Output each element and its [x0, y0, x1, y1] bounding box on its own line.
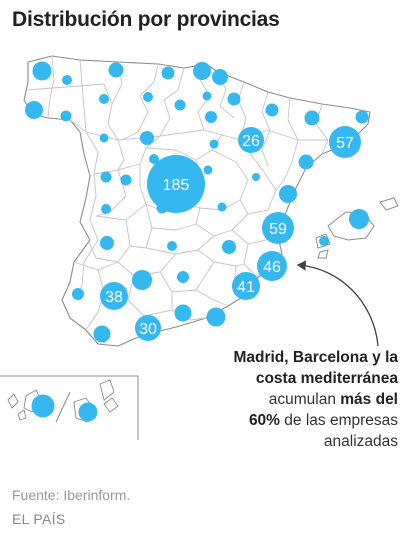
bubble-mallorca [349, 209, 369, 229]
bubble-la-rioja [205, 111, 217, 123]
bubble-lugo [62, 75, 72, 85]
bubble-cordoba [132, 270, 152, 290]
bubble-barcelona [329, 126, 361, 158]
province-bubbles-small [25, 61, 369, 422]
bubble-valencia [262, 212, 294, 244]
label-cadiz: 30 [139, 321, 157, 338]
label-sevilla: 38 [105, 289, 123, 306]
bubble-burgos [174, 99, 186, 111]
label-valencia: 59 [269, 221, 287, 238]
publisher-credit: EL PAÍS [12, 511, 66, 527]
bubble-soria [209, 139, 219, 149]
bubble-tenerife [78, 402, 98, 422]
bubble-valladolid [140, 131, 154, 145]
annotation-line-3-bold: más del [340, 391, 398, 408]
bubble-tarragona [298, 154, 314, 170]
bubble-avila [120, 174, 132, 186]
annotation-arrow [296, 260, 379, 347]
bubble-teruel [252, 173, 260, 181]
formentera-outline [317, 249, 329, 259]
menorca-outline [379, 197, 399, 211]
bubble-salamanca [100, 171, 112, 183]
bubble-almeria [206, 307, 226, 327]
bubble-pontevedra [25, 101, 43, 119]
bubble-guadalajara [203, 165, 213, 175]
bubble-girona [355, 110, 369, 124]
bubble-ourense [60, 110, 72, 122]
bubble-alicante [257, 251, 287, 281]
bubble-palencia [143, 92, 153, 102]
annotation-line-3: acumulan [268, 391, 341, 408]
canary-divider [55, 391, 71, 423]
annotation-line-5: analizadas [323, 433, 398, 450]
canary-islands-outline [7, 379, 119, 423]
mallorca-outline [327, 211, 375, 241]
bubble-cuenca [217, 202, 227, 212]
bubble-cadiz [135, 315, 161, 341]
bubble-gipuzkoa [212, 69, 228, 85]
label-alicante: 46 [263, 259, 281, 276]
bubble-granada [174, 304, 192, 322]
bubble-murcia [232, 272, 260, 300]
source-note: Fuente: Iberinform. [12, 487, 131, 503]
bubble-segovia [149, 154, 159, 164]
bubble-zaragoza [238, 127, 264, 153]
bubble-caceres [101, 204, 111, 214]
bubble-zamora [99, 133, 109, 143]
bubble-cantabria [161, 66, 175, 80]
bubble-sevilla [100, 282, 128, 310]
bubble-malaga-coast [93, 325, 111, 343]
bubble-asturias [108, 62, 124, 78]
chart-title: Distribución por provincias [12, 8, 280, 31]
bubble-ibiza [319, 236, 329, 246]
bubble-lleida [304, 110, 320, 126]
annotation-line-2: costa mediterránea [255, 370, 398, 387]
portugal-border [69, 119, 99, 301]
label-murcia: 41 [237, 279, 255, 296]
bubble-navarra [227, 92, 241, 106]
annotation-line-4-bold: 60% [248, 412, 280, 429]
bubble-bizkaia [193, 62, 211, 80]
bubble-jaen [177, 271, 189, 283]
bubble-leon [99, 94, 109, 104]
bubble-alava [202, 91, 212, 101]
bubble-gran-canaria [31, 394, 55, 418]
bubble-huesca [265, 103, 279, 117]
bubble-madrid [147, 155, 205, 213]
bubble-albacete [222, 240, 236, 254]
bubble-a-coruna [32, 61, 52, 81]
label-zaragoza: 26 [242, 133, 260, 150]
province-bubbles-labelled: 185 57 26 59 46 41 38 30 [100, 126, 361, 341]
annotation-line-4: de las empresas [279, 412, 398, 429]
label-barcelona: 57 [336, 135, 354, 152]
annotation-line-1: Madrid, Barcelona y la [233, 349, 398, 366]
label-madrid: 185 [163, 177, 190, 194]
ibiza-outline [315, 233, 331, 249]
annotation-text: Madrid, Barcelona y la costa mediterráne… [168, 347, 398, 452]
canary-inset-frame [0, 375, 139, 440]
bubble-castellon [279, 185, 297, 203]
bubble-huelva [72, 288, 84, 300]
bubble-ciudad-real [167, 241, 177, 251]
bubble-badajoz [100, 236, 114, 250]
